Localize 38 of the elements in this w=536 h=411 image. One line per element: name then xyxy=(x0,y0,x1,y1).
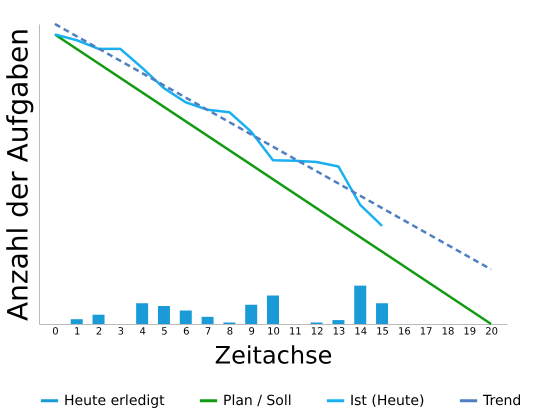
x-tick-label: 20 xyxy=(485,326,498,338)
x-tick-label: 18 xyxy=(442,326,454,338)
legend-label: Ist (Heute) xyxy=(350,392,424,409)
x-tick-label: 2 xyxy=(96,326,102,338)
x-tick-label: 15 xyxy=(376,326,389,338)
x-tick-label: 14 xyxy=(354,326,368,338)
x-tick-label: 7 xyxy=(204,326,212,338)
x-tick-label: 5 xyxy=(161,326,168,338)
bar xyxy=(332,320,344,324)
bar xyxy=(354,286,366,324)
x-tick-label: 4 xyxy=(139,326,146,338)
legend-label: Plan / Soll xyxy=(223,392,292,409)
bar xyxy=(180,310,192,324)
legend-label: Heute erledigt xyxy=(64,392,166,409)
x-tick-label: 9 xyxy=(248,326,255,338)
x-tick-label: 1 xyxy=(74,326,80,338)
bar xyxy=(245,304,258,324)
bar xyxy=(376,303,388,324)
bar xyxy=(136,303,148,324)
x-tick-label: 8 xyxy=(226,326,234,338)
x-tick-label: 16 xyxy=(398,326,411,338)
x-tick-label: 19 xyxy=(463,326,476,338)
x-tick-label: 17 xyxy=(420,326,433,338)
x-tick-label: 11 xyxy=(288,326,302,338)
bar xyxy=(158,306,170,324)
x-tick-label: 13 xyxy=(332,326,346,338)
x-tick-label: 10 xyxy=(267,326,280,338)
y-axis-title: Anzahl der Aufgaben xyxy=(2,28,34,322)
bar xyxy=(70,319,83,324)
x-tick-label: 0 xyxy=(52,326,59,338)
x-tick-label: 6 xyxy=(183,326,190,338)
bar xyxy=(202,316,214,324)
legend-label: Trend xyxy=(482,392,522,409)
bar xyxy=(92,314,105,324)
x-tick-label: 12 xyxy=(310,326,324,338)
x-axis-title: Zeitachse xyxy=(214,342,332,370)
x-tick-label: 3 xyxy=(118,326,124,338)
bar xyxy=(267,296,279,324)
